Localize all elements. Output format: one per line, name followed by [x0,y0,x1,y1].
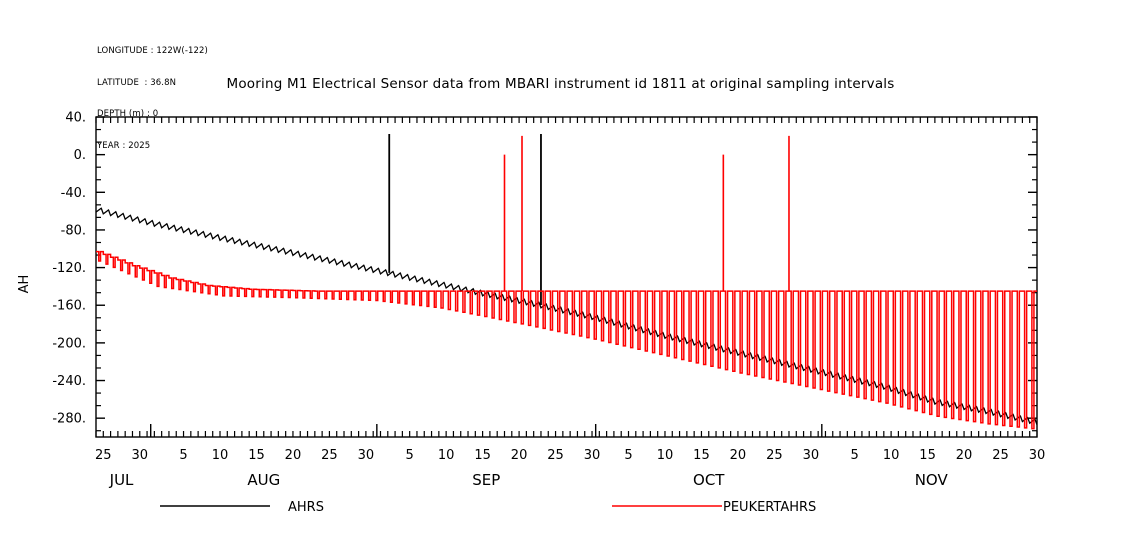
legend-label-ahrs: AHRS [288,500,324,515]
y-axis: 40. 0. -40. -80. -120. -160. -200. -240. -280. AH [17,111,1037,432]
y-tick-label: -40. [61,186,86,201]
data-series [95,133,1038,430]
chart-title: Mooring M1 Electrical Sensor data from M… [226,76,895,92]
chart-legend: AHRS PEUKERTAHRS [160,500,816,515]
x-tick-label: 10 [657,448,674,463]
y-tick-label: -80. [61,223,86,238]
y-tick-label: -160. [52,299,86,314]
x-tick-label: 15 [248,448,265,463]
y-axis-title: AH [17,275,32,294]
x-tick-label: 25 [95,448,112,463]
metadata-year: YEAR : 2025 [97,140,151,151]
metadata-depth: DEPTH (m) : 0 [97,109,159,119]
x-tick-label: 15 [919,448,936,463]
y-tick-label: -280. [52,412,86,427]
x-tick-label: 30 [803,448,820,463]
x-tick-label: 5 [406,448,414,463]
x-tick-label: 5 [179,448,187,463]
plot-frame [95,116,1038,438]
x-tick-label: 25 [321,448,338,463]
x-axis-month-label: AUG [247,471,280,489]
x-tick-label: 25 [766,448,783,463]
x-tick-label: 10 [212,448,229,463]
y-tick-label: 0. [74,148,86,163]
x-tick-label: 5 [850,448,858,463]
metadata-latitude: LATITUDE : 36.8N [97,77,177,88]
x-axis-month-label: OCT [693,471,725,489]
legend-label-peukertahrs: PEUKERTAHRS [723,500,816,515]
station-metadata: LONGITUDE : 122W(-122) LATITUDE : 36.8N … [97,25,208,172]
x-tick-label: 30 [358,448,375,463]
x-tick-label: 15 [693,448,710,463]
x-tick-label: 20 [511,448,528,463]
y-tick-label: 40. [65,111,86,126]
y-tick-label: -120. [52,261,86,276]
x-axis: 25 30 5 10 15 20 25 30 5 10 15 20 25 30 5 10 15 20 25 30 5 10… [95,117,1045,489]
y-tick-label: -240. [52,374,86,389]
metadata-longitude: LONGITUDE : 122W(-122) [97,46,208,56]
x-tick-label: 5 [624,448,632,463]
series-line-peukertahrs [96,250,1037,430]
x-tick-label: 30 [1029,448,1046,463]
x-tick-label: 25 [992,448,1009,463]
x-tick-label: 20 [956,448,973,463]
x-tick-label: 30 [584,448,601,463]
x-tick-label: 15 [474,448,491,463]
x-axis-month-label: JUL [109,471,134,489]
x-axis-month-label: NOV [915,471,949,489]
x-tick-label: 10 [438,448,455,463]
x-axis-month-label: SEP [472,471,500,489]
x-tick-label: 30 [131,448,148,463]
y-tick-label: -200. [52,336,86,351]
x-tick-label: 20 [285,448,302,463]
x-tick-label: 25 [547,448,564,463]
x-tick-label: 20 [730,448,747,463]
x-tick-label: 10 [883,448,900,463]
